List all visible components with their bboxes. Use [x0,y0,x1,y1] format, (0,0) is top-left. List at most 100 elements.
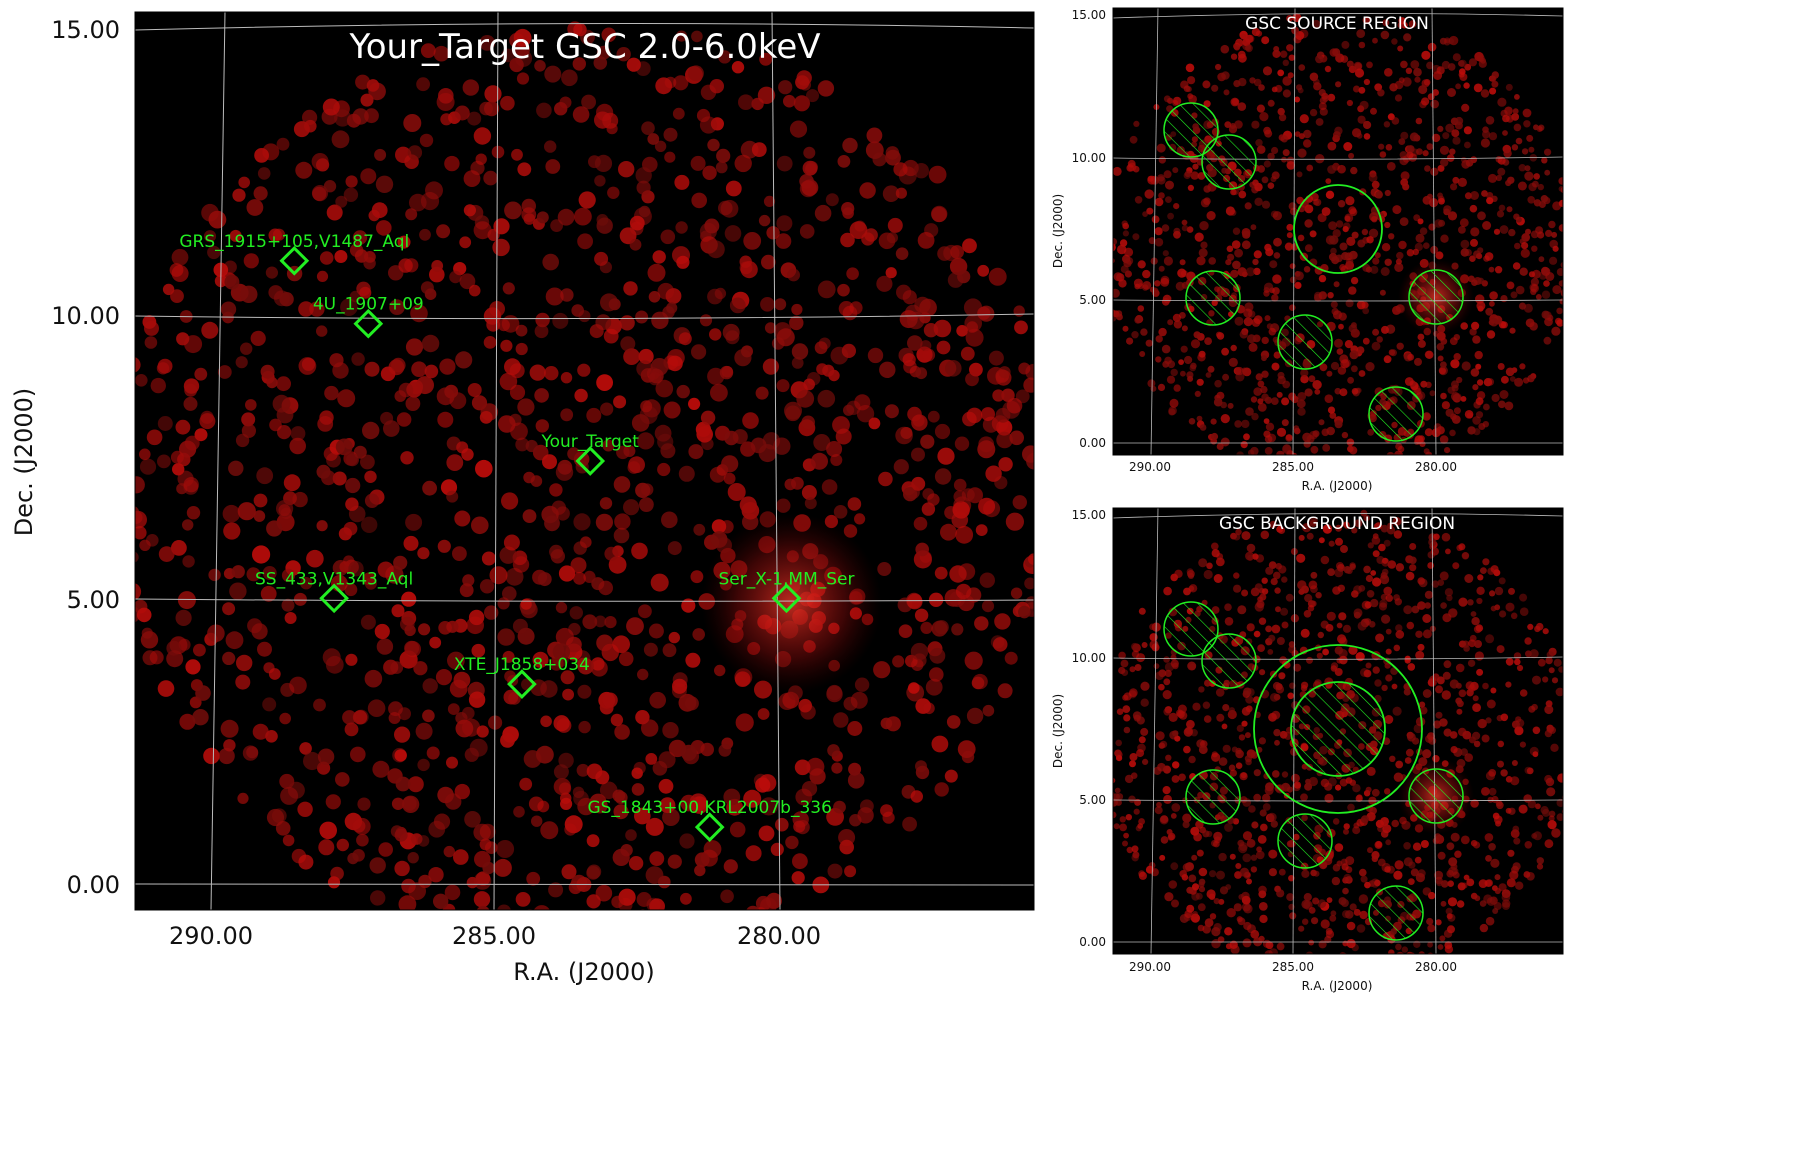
emission-speckle [376,638,394,655]
emission-speckle [1188,874,1197,883]
emission-speckle [1453,407,1461,415]
emission-speckle [1260,385,1268,394]
emission-speckle [1299,114,1309,124]
emission-speckle [1531,833,1538,839]
emission-speckle [345,653,358,666]
emission-speckle [553,764,569,780]
emission-speckle [1164,892,1174,902]
emission-speckle [1286,232,1293,239]
emission-speckle [1166,375,1176,384]
emission-speckle [1123,726,1131,734]
emission-speckle [964,651,983,670]
emission-speckle [1519,689,1528,697]
emission-speckle [661,511,678,529]
emission-speckle [1346,921,1356,931]
emission-speckle [1306,164,1314,172]
emission-speckle [1264,396,1272,404]
emission-speckle [1330,361,1340,371]
emission-speckle [1287,72,1294,79]
emission-speckle [1280,607,1289,616]
emission-speckle [1472,703,1481,712]
emission-speckle [1335,562,1344,570]
emission-speckle [338,527,352,541]
emission-speckle [854,394,871,411]
emission-speckle [907,335,923,351]
emission-speckle [1395,563,1405,572]
emission-speckle [977,440,996,459]
emission-speckle [1412,248,1420,256]
emission-speckle [1552,245,1559,252]
emission-speckle [1134,664,1142,671]
emission-speckle [1489,590,1496,597]
emission-speckle [1461,552,1470,560]
emission-speckle [253,186,268,201]
emission-speckle [1158,683,1165,691]
emission-speckle [1234,248,1243,258]
emission-speckle [1286,15,1293,22]
emission-speckle [462,718,481,737]
emission-speckle [1131,845,1139,853]
emission-speckle [1439,718,1448,727]
emission-speckle [245,399,257,411]
emission-speckle [766,226,780,240]
emission-speckle [846,267,859,281]
emission-speckle [923,702,935,715]
emission-speckle [435,669,453,686]
emission-speckle [1279,656,1287,664]
emission-speckle [796,389,815,408]
emission-speckle [193,643,206,657]
emission-speckle [313,698,326,712]
emission-speckle [500,733,515,748]
emission-speckle [762,358,780,375]
emission-speckle [997,683,1013,699]
emission-speckle [1199,424,1207,431]
emission-speckle [1018,605,1031,619]
main-x-axis-title: R.A. (J2000) [513,958,655,986]
emission-speckle [1440,392,1447,400]
emission-speckle [1286,893,1295,902]
emission-speckle [1330,247,1337,255]
emission-speckle [1168,408,1176,416]
emission-speckle [492,238,510,257]
emission-speckle [422,480,437,496]
emission-speckle [837,155,851,168]
emission-speckle [1445,548,1451,555]
emission-speckle [557,939,572,954]
emission-speckle [1446,913,1453,920]
emission-speckle [1419,706,1428,715]
emission-speckle [1216,713,1225,722]
emission-speckle [1035,581,1047,593]
emission-speckle [298,357,317,375]
emission-speckle [323,180,337,193]
emission-speckle [1513,213,1520,220]
emission-speckle [1327,568,1335,576]
emission-speckle [1504,106,1513,116]
emission-speckle [1394,860,1404,870]
emission-speckle [317,748,335,765]
emission-speckle [570,557,587,574]
emission-speckle [1113,777,1116,784]
emission-speckle [849,221,868,240]
emission-speckle [1300,793,1308,802]
emission-speckle [1118,651,1126,660]
emission-speckle [208,568,221,582]
emission-speckle [1273,237,1282,247]
emission-speckle [910,790,923,803]
emission-speckle [1224,617,1234,626]
emission-speckle [720,199,739,218]
emission-speckle [1370,107,1377,115]
emission-speckle [1197,924,1205,932]
emission-speckle [1318,291,1328,300]
emission-speckle [1101,771,1110,780]
emission-speckle [571,304,584,317]
emission-speckle [825,193,839,207]
emission-speckle [1406,955,1413,962]
emission-speckle [1551,326,1561,336]
emission-speckle [1455,116,1464,126]
emission-speckle [1558,186,1563,192]
emission-speckle [1297,407,1306,416]
emission-speckle [785,835,799,850]
emission-speckle [1273,571,1281,580]
main-y-axis-title: Dec. (J2000) [10,388,38,537]
emission-speckle [1379,151,1387,158]
